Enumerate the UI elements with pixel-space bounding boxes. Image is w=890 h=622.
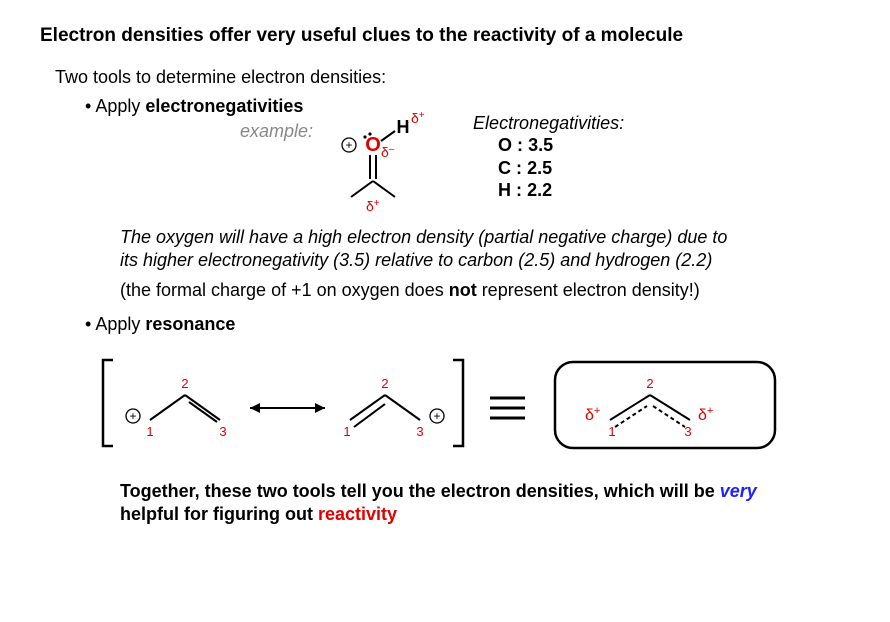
page-title: Electron densities offer very useful clu… <box>40 25 850 47</box>
explanation-text: The oxygen will have a high electron den… <box>120 226 740 271</box>
note-pre: (the formal charge of +1 on oxygen does <box>120 280 449 300</box>
svg-text:2: 2 <box>181 376 188 391</box>
resonance-arrow-icon <box>250 403 325 413</box>
formal-charge-plus: + <box>346 138 353 152</box>
conclusion-pre: Together, these two tools tell you the e… <box>120 481 720 501</box>
en-o: O : 3.5 <box>498 134 624 157</box>
delta-minus-o: δ– <box>381 144 395 160</box>
note-text: (the formal charge of +1 on oxygen does … <box>120 279 740 302</box>
note-post: represent electron density!) <box>477 280 700 300</box>
en-c: C : 2.5 <box>498 157 624 180</box>
delta-plus-h: δ+ <box>411 110 425 126</box>
resonance-structure-a: + 1 2 3 <box>126 376 227 439</box>
conclusion-mid: helpful for figuring out <box>120 504 318 524</box>
electronegativity-block: Electronegativities: O : 3.5 C : 2.5 H :… <box>473 113 624 202</box>
bullet1-bold: electronegativities <box>145 96 303 116</box>
svg-text:2: 2 <box>646 376 653 391</box>
conclusion-text: Together, these two tools tell you the e… <box>120 480 780 527</box>
bullet-electronegativities: Apply electronegativities <box>85 96 850 117</box>
svg-text:δ+: δ+ <box>698 405 713 424</box>
svg-text:3: 3 <box>684 424 691 439</box>
example-row: example: O H δ+ δ– + δ+ <box>85 121 850 211</box>
equivalence-icon <box>490 398 525 418</box>
resonance-hybrid: δ+ δ+ 1 2 3 <box>585 376 713 439</box>
atom-o: O <box>365 134 381 156</box>
bullet1-pre: Apply <box>95 96 145 116</box>
svg-text:2: 2 <box>381 376 388 391</box>
intro-text: Two tools to determine electron densitie… <box>55 67 850 88</box>
svg-text:3: 3 <box>416 424 423 439</box>
bullet2-pre: Apply <box>95 314 145 334</box>
resonance-diagram: + 1 2 3 + 1 2 3 <box>95 350 850 460</box>
conclusion-very: very <box>720 481 757 501</box>
svg-text:δ+: δ+ <box>585 405 600 424</box>
bullet2-bold: resonance <box>145 314 235 334</box>
note-bold: not <box>449 280 477 300</box>
delta-plus-c: δ+ <box>366 198 380 214</box>
resonance-structure-b: + 1 2 3 <box>343 376 444 439</box>
svg-text:+: + <box>433 409 440 423</box>
svg-text:1: 1 <box>343 424 350 439</box>
molecule-diagram: O H δ+ δ– + δ+ <box>313 111 443 211</box>
bullet-resonance: Apply resonance <box>85 314 850 335</box>
en-h: H : 2.2 <box>498 179 624 202</box>
atom-h: H <box>397 117 410 137</box>
conclusion-reactivity: reactivity <box>318 504 397 524</box>
example-label: example: <box>240 121 313 142</box>
svg-text:+: + <box>129 409 136 423</box>
en-heading: Electronegativities: <box>473 113 624 134</box>
svg-text:3: 3 <box>219 424 226 439</box>
svg-text:1: 1 <box>146 424 153 439</box>
svg-text:1: 1 <box>608 424 615 439</box>
